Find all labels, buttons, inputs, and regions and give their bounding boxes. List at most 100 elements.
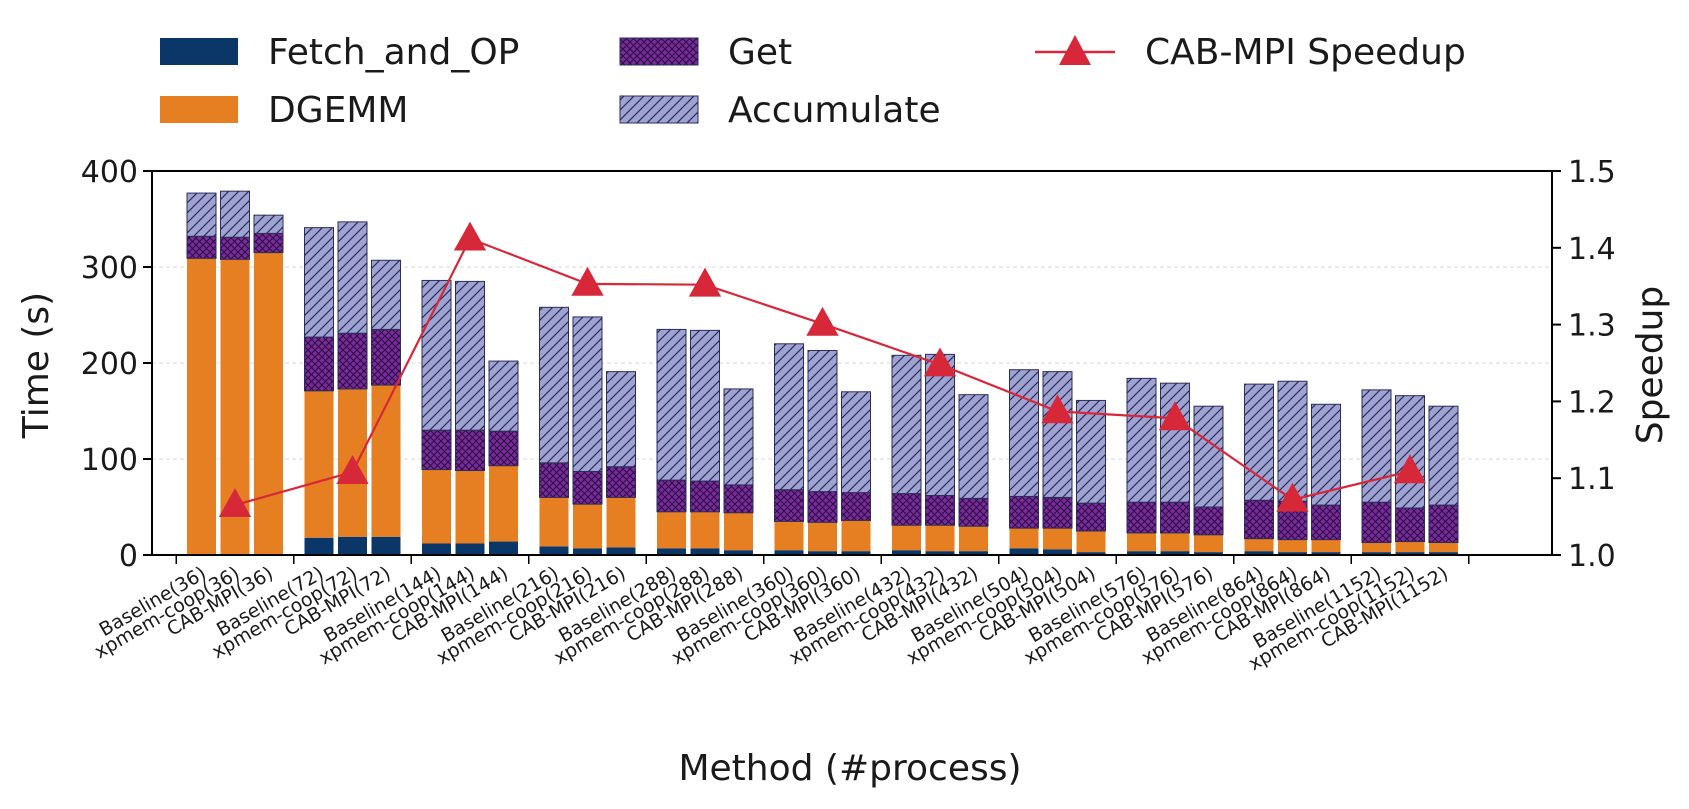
- bar-segment-dgemm: [455, 470, 485, 544]
- bar-segment-fetch-and-op: [1244, 551, 1274, 555]
- bar-segment-dgemm: [959, 526, 988, 552]
- bar-segment-dgemm: [539, 497, 569, 547]
- bar-segment-fetch-and-op: [1278, 552, 1307, 555]
- bar-segment-accumulate: [304, 227, 334, 338]
- bar-segment-get: [1395, 507, 1425, 543]
- bar-segment-get: [891, 493, 922, 526]
- bar-segment-dgemm: [724, 512, 753, 551]
- bar-segment-get: [807, 491, 838, 523]
- legend-label-accumulate: Accumulate: [728, 90, 941, 131]
- bar-segment-fetch-and-op: [422, 543, 451, 555]
- bar-segment-fetch-and-op: [1043, 549, 1072, 555]
- y-tick-label: 400: [81, 155, 138, 190]
- bar-segment-accumulate: [1160, 382, 1190, 503]
- y2-tick-label: 1.4: [1568, 232, 1616, 267]
- y-axis-label: Time (s): [16, 292, 57, 439]
- bar-segment-get: [1042, 496, 1073, 529]
- bar-segment-get: [421, 429, 452, 471]
- bar-segment-fetch-and-op: [489, 541, 518, 555]
- bar-segment-dgemm: [573, 504, 602, 549]
- speedup-marker: [1041, 394, 1074, 424]
- bar-segment-fetch-and-op: [657, 548, 686, 555]
- bar-segment-accumulate: [539, 306, 569, 464]
- bar-segment-dgemm: [371, 385, 401, 537]
- bar-segment-fetch-and-op: [1127, 551, 1156, 555]
- bar-segment-get: [253, 232, 284, 254]
- legend-label-speedup: CAB-MPI Speedup: [1145, 32, 1466, 73]
- bar-segment-accumulate: [774, 343, 804, 491]
- bar-segment-fetch-and-op: [1009, 548, 1039, 555]
- legend-swatch-dgemm: [160, 96, 238, 123]
- bar-segment-fetch-and-op: [959, 551, 988, 555]
- bar-segment-accumulate: [925, 353, 955, 496]
- bar-segment-fetch-and-op: [1076, 552, 1106, 555]
- bar-segment-dgemm: [304, 390, 334, 538]
- bar-segment-dgemm: [254, 252, 283, 555]
- speedup-marker: [1393, 454, 1427, 484]
- bar-segment-accumulate: [1277, 380, 1308, 502]
- bar-segment-dgemm: [892, 525, 921, 551]
- speedup-marker: [1276, 482, 1309, 512]
- legend-label-dgemm: DGEMM: [268, 90, 408, 131]
- bar-segment-dgemm: [1362, 542, 1391, 553]
- bar-segment-fetch-and-op: [1194, 552, 1223, 555]
- bar-segment-get: [656, 479, 687, 513]
- bar-segment-get: [958, 497, 989, 527]
- bar-segment-get: [1361, 501, 1392, 544]
- y2-tick-label: 1.5: [1568, 155, 1616, 190]
- y2-tick-label: 1.1: [1568, 462, 1616, 497]
- bar-segment-accumulate: [1042, 371, 1073, 498]
- bar-segment-dgemm: [774, 521, 804, 551]
- bar-segment-get: [774, 489, 804, 522]
- y2-tick-label: 1.2: [1568, 385, 1616, 420]
- bar-segment-accumulate: [1244, 383, 1274, 501]
- bar-segment-accumulate: [807, 350, 838, 493]
- bar-segment-accumulate: [337, 221, 368, 334]
- bar-segment-get: [186, 235, 217, 259]
- bar-segment-fetch-and-op: [304, 537, 334, 555]
- bar-segment-accumulate: [1193, 405, 1224, 508]
- bar-segment-fetch-and-op: [539, 546, 569, 555]
- bar-segment-fetch-and-op: [774, 550, 804, 555]
- bar-segment-fetch-and-op: [606, 547, 636, 555]
- bar-segment-accumulate: [723, 388, 754, 486]
- bar-segment-accumulate: [891, 354, 922, 495]
- legend-swatch-fetch-and-op: [160, 38, 238, 65]
- bar-segment-get: [539, 462, 569, 498]
- speedup-marker: [218, 488, 252, 517]
- bar-segment-get: [606, 466, 636, 498]
- bar-segment-dgemm: [1076, 531, 1106, 553]
- speedup-marker: [1158, 401, 1192, 431]
- speedup-marker: [806, 306, 839, 336]
- bars: [186, 190, 1459, 555]
- bar-segment-fetch-and-op: [925, 551, 955, 555]
- bar-segment-get: [1193, 506, 1224, 536]
- bar-segment-fetch-and-op: [573, 548, 602, 555]
- bar-segment-dgemm: [606, 497, 636, 548]
- legend-swatch-accumulate: [619, 95, 699, 124]
- bar-segment-fetch-and-op: [338, 536, 367, 555]
- bar-segment-accumulate: [958, 394, 989, 499]
- bar-segment-accumulate: [606, 371, 636, 468]
- bar-segment-accumulate: [488, 360, 519, 432]
- bar-segment-fetch-and-op: [892, 550, 921, 555]
- bar-segment-fetch-and-op: [724, 550, 753, 555]
- bar-segment-accumulate: [220, 190, 250, 238]
- bar-segment-dgemm: [657, 511, 686, 549]
- bar-segment-dgemm: [808, 522, 837, 552]
- bar-segment-dgemm: [1244, 538, 1274, 552]
- bar-segment-fetch-and-op: [455, 543, 485, 555]
- speedup-marker: [571, 266, 604, 296]
- bar-segment-get: [304, 336, 334, 392]
- legend-label-get: Get: [728, 32, 792, 73]
- bar-segment-dgemm: [1043, 528, 1072, 550]
- bar-segment-dgemm: [1278, 539, 1307, 553]
- bar-segment-dgemm: [1395, 541, 1425, 553]
- bar-segment-get: [1126, 501, 1157, 534]
- bar-segment-accumulate: [690, 329, 720, 482]
- legend-label-fetch-and-op: Fetch_and_OP: [268, 32, 519, 73]
- speedup-line: [218, 221, 1427, 517]
- bar-segment-get: [690, 480, 720, 513]
- bar-segment-fetch-and-op: [371, 536, 401, 555]
- y2-tick-label: 1.0: [1568, 539, 1616, 574]
